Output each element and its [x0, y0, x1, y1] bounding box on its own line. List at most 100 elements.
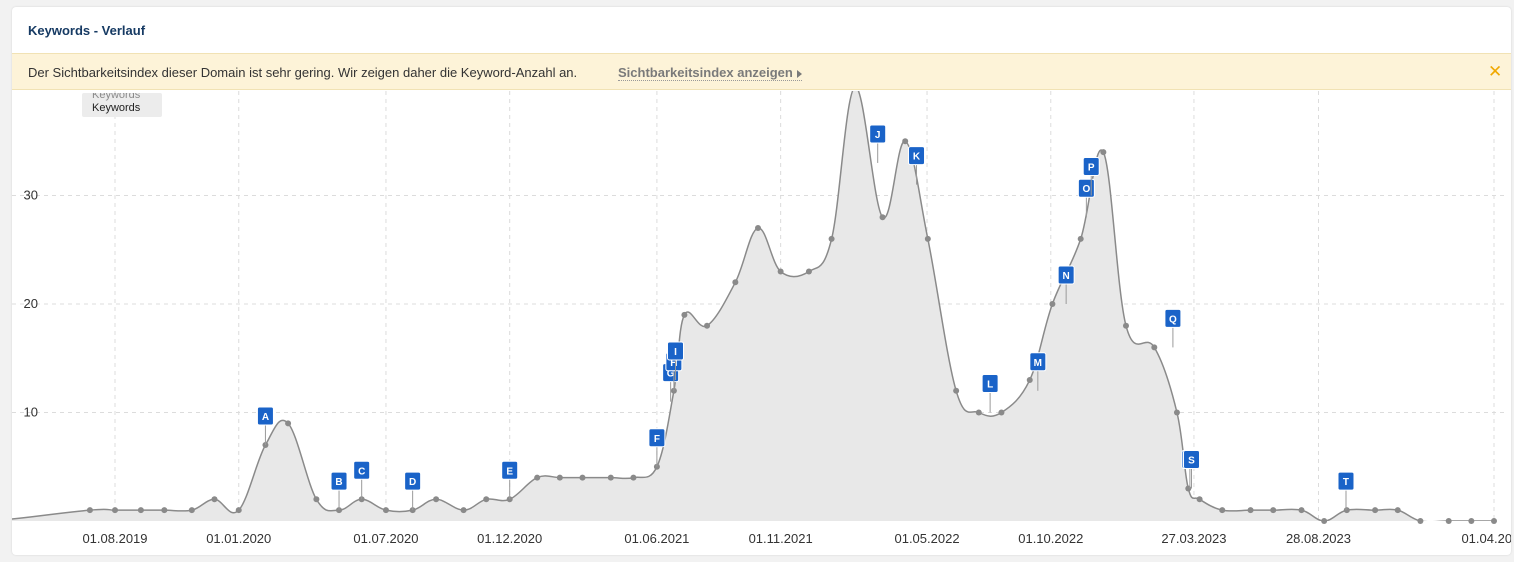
data-point [1343, 507, 1350, 514]
event-marker [1029, 352, 1047, 372]
data-point [879, 214, 886, 221]
data-point [732, 279, 739, 286]
data-point [1196, 496, 1203, 503]
x-tick-label: 01.12.2020 [477, 531, 542, 546]
x-tick-label: 01.01.2020 [206, 531, 271, 546]
event-marker-label: S [1188, 455, 1195, 466]
event-marker-label: T [1343, 477, 1349, 488]
event-marker-label: H [670, 358, 677, 369]
x-tick-label: 27.03.2023 [1161, 531, 1226, 546]
data-point [534, 474, 541, 481]
data-point [1219, 507, 1226, 514]
data-point [1122, 322, 1129, 329]
card-title: Keywords - Verlauf [28, 23, 146, 38]
data-point [211, 496, 218, 503]
data-point [1394, 507, 1401, 514]
data-point [630, 474, 637, 481]
data-point [1298, 507, 1305, 514]
data-point [86, 507, 93, 514]
data-point [161, 507, 168, 514]
data-point [336, 507, 343, 514]
x-tick-label: 01.04.2024 [1461, 531, 1511, 546]
caret-right-icon [796, 69, 802, 78]
data-point [1445, 518, 1452, 524]
data-point [460, 507, 467, 514]
notice-banner: Der Sichtbarkeitsindex dieser Domain ist… [12, 53, 1511, 90]
event-marker [1077, 178, 1095, 198]
keywords-chart-card: Keywords - Verlauf 01.08.2019 01.01.2020 0… [12, 7, 1511, 555]
x-tick-label: 01.07.2020 [353, 531, 418, 546]
data-point [1026, 376, 1033, 383]
data-point [433, 496, 440, 503]
event-marker [1057, 265, 1075, 285]
data-point [1100, 149, 1107, 156]
data-point [188, 507, 195, 514]
y-tick-label: 30 [24, 188, 38, 203]
event-marker [666, 341, 684, 361]
event-marker [256, 406, 274, 426]
data-point [235, 507, 242, 514]
data-point [902, 138, 909, 145]
data-point [313, 496, 320, 503]
legend-header: Keywords [92, 93, 141, 101]
event-marker-label: Q [1169, 314, 1177, 325]
data-point [924, 235, 931, 242]
keywords-history-chart: 01.08.2019 01.01.2020 01.07.2020 01.12.2020… [12, 91, 1511, 546]
data-point [579, 474, 586, 481]
event-marker-label: I [674, 347, 677, 358]
data-point [556, 474, 563, 481]
data-point [1247, 507, 1254, 514]
event-marker [353, 460, 371, 480]
close-icon[interactable]: ✕ [1488, 62, 1503, 82]
event-marker [648, 428, 666, 448]
event-marker [1082, 157, 1100, 176]
data-point [1468, 518, 1475, 524]
event-marker-label: K [913, 152, 921, 163]
event-marker-label: F [654, 434, 660, 445]
data-point [285, 420, 292, 427]
event-marker-label: B [335, 477, 342, 488]
data-point [975, 409, 982, 416]
event-marker [501, 460, 519, 480]
event-marker-label: N [1063, 271, 1070, 282]
data-point [1049, 301, 1056, 307]
event-marker-label: C [358, 466, 365, 477]
event-marker-label: E [506, 466, 513, 477]
event-marker-label: L [987, 380, 993, 391]
y-tick-label: 20 [24, 296, 38, 311]
data-point [409, 507, 416, 514]
data-point [1372, 507, 1379, 514]
event-marker [869, 124, 887, 144]
y-tick-label: 10 [24, 405, 38, 420]
event-marker [1337, 471, 1355, 491]
chart-legend: Keywords Keywords [82, 93, 162, 117]
event-marker [1183, 449, 1201, 469]
x-tick-label: 28.08.2023 [1286, 531, 1351, 546]
x-tick-label: 01.06.2021 [624, 531, 689, 546]
data-point [828, 235, 835, 242]
event-marker [1164, 308, 1182, 328]
data-point [1270, 507, 1277, 514]
show-visibility-index-link[interactable]: Sichtbarkeitsindex anzeigen [618, 65, 802, 81]
event-marker [330, 471, 348, 491]
x-tick-label: 01.10.2022 [1018, 531, 1083, 546]
event-marker-label: A [262, 412, 269, 423]
series-area [12, 91, 1494, 521]
x-tick-label: 01.08.2019 [82, 531, 147, 546]
data-point [137, 507, 144, 514]
event-marker-label: P [1088, 163, 1095, 174]
legend-label: Keywords [92, 102, 141, 114]
data-point [681, 311, 688, 318]
data-point [953, 387, 960, 394]
event-marker-label: J [875, 130, 881, 141]
data-point [1151, 344, 1158, 351]
data-point [1491, 518, 1497, 524]
event-marker-label: G [667, 369, 675, 380]
data-point [805, 268, 812, 275]
event-marker-label: O [1082, 184, 1090, 195]
data-point [483, 496, 490, 503]
data-point [1321, 518, 1328, 524]
data-point [382, 507, 389, 514]
data-point [1417, 518, 1424, 524]
data-point [754, 225, 761, 232]
